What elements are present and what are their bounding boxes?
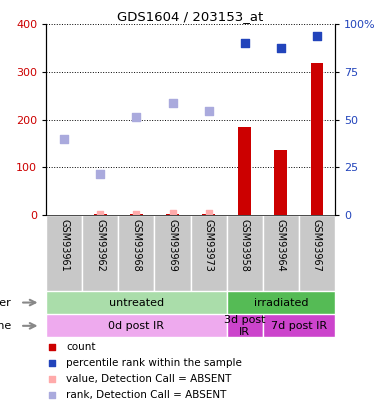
Text: GSM93967: GSM93967 <box>312 219 322 271</box>
Text: GSM93958: GSM93958 <box>240 219 250 271</box>
Point <box>133 211 139 217</box>
Point <box>61 135 67 142</box>
Text: value, Detection Call = ABSENT: value, Detection Call = ABSENT <box>66 374 232 384</box>
Bar <box>82 215 119 291</box>
Title: GDS1604 / 203153_at: GDS1604 / 203153_at <box>117 10 264 23</box>
Bar <box>311 63 323 215</box>
Bar <box>227 215 263 291</box>
Point <box>278 45 284 51</box>
Point <box>97 171 104 177</box>
Point <box>242 40 248 47</box>
Point <box>49 375 55 382</box>
Text: GSM93964: GSM93964 <box>276 219 286 271</box>
Point <box>49 391 55 398</box>
Text: GSM93962: GSM93962 <box>95 219 105 271</box>
Bar <box>46 215 82 291</box>
Bar <box>119 215 154 291</box>
Text: other: other <box>0 298 12 307</box>
Point <box>206 210 212 217</box>
Bar <box>154 215 191 291</box>
Text: 3d post
IR: 3d post IR <box>224 315 266 337</box>
Bar <box>191 215 227 291</box>
Bar <box>46 291 227 314</box>
Bar <box>263 314 335 337</box>
Text: GSM93968: GSM93968 <box>131 219 141 271</box>
Text: rank, Detection Call = ABSENT: rank, Detection Call = ABSENT <box>66 390 227 400</box>
Text: 0d post IR: 0d post IR <box>109 321 164 331</box>
Text: 7d post IR: 7d post IR <box>271 321 327 331</box>
Text: untreated: untreated <box>109 298 164 307</box>
Point <box>169 210 176 217</box>
Bar <box>46 314 227 337</box>
Text: time: time <box>0 321 12 331</box>
Bar <box>263 215 299 291</box>
Point <box>206 108 212 114</box>
Text: percentile rank within the sample: percentile rank within the sample <box>66 358 242 368</box>
Bar <box>227 314 263 337</box>
Bar <box>238 127 251 215</box>
Bar <box>299 215 335 291</box>
Point <box>133 114 139 120</box>
Text: irradiated: irradiated <box>254 298 308 307</box>
Bar <box>94 214 107 215</box>
Point <box>169 100 176 106</box>
Bar <box>275 149 287 215</box>
Text: GSM93961: GSM93961 <box>59 219 69 271</box>
Text: GSM93969: GSM93969 <box>167 219 177 271</box>
Text: GSM93973: GSM93973 <box>204 219 214 271</box>
Bar <box>166 214 179 215</box>
Point <box>49 360 55 366</box>
Text: count: count <box>66 342 96 352</box>
Point <box>97 211 104 217</box>
Bar <box>202 214 215 215</box>
Point <box>49 344 55 350</box>
Bar <box>227 291 335 314</box>
Bar <box>130 214 143 215</box>
Point <box>314 33 320 39</box>
